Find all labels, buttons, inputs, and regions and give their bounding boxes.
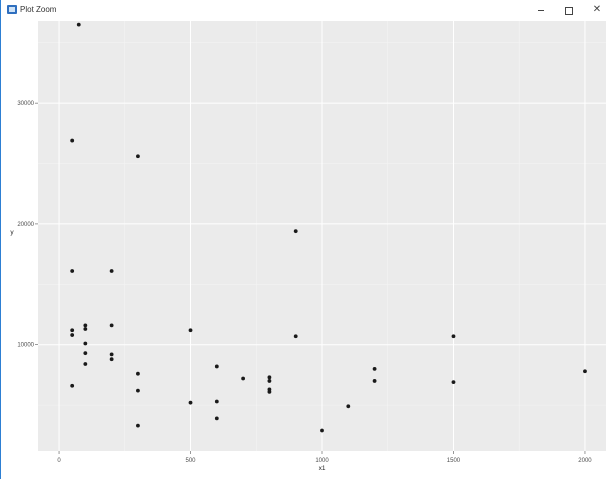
data-point bbox=[267, 389, 272, 394]
title-bar[interactable]: Plot Zoom ✕ bbox=[2, 0, 612, 20]
data-point bbox=[136, 388, 140, 393]
data-point bbox=[214, 399, 219, 404]
minimize-icon bbox=[538, 10, 544, 12]
maximize-icon bbox=[565, 6, 573, 15]
data-point bbox=[241, 376, 246, 381]
y-tick-label: 10000 bbox=[17, 343, 34, 349]
data-point bbox=[83, 362, 88, 366]
data-point bbox=[83, 323, 88, 328]
maximize-button[interactable] bbox=[558, 1, 580, 19]
data-point bbox=[70, 328, 75, 333]
data-point bbox=[293, 229, 298, 234]
data-point bbox=[109, 352, 114, 357]
plot-area: 0 500 1000 1500 2000 10000 20000 30000 x1 y bbox=[1, 20, 612, 479]
y-tick-label: 30000 bbox=[17, 101, 34, 107]
data-point bbox=[136, 154, 140, 159]
data-point bbox=[83, 341, 88, 346]
window-title: Plot Zoom bbox=[20, 5, 57, 14]
data-point bbox=[136, 423, 140, 428]
data-point bbox=[346, 404, 351, 409]
data-point bbox=[83, 351, 88, 356]
x-tick-label: 1500 bbox=[447, 458, 461, 464]
data-point bbox=[70, 138, 75, 143]
data-point bbox=[372, 379, 377, 383]
data-point bbox=[70, 333, 75, 337]
data-point bbox=[70, 383, 75, 388]
data-point bbox=[76, 22, 81, 27]
data-point bbox=[267, 375, 272, 380]
data-point bbox=[136, 371, 140, 376]
data-point bbox=[83, 327, 88, 331]
data-point bbox=[372, 366, 377, 371]
data-point bbox=[109, 269, 114, 273]
data-point bbox=[320, 428, 324, 433]
rstudio-window-icon bbox=[7, 5, 17, 14]
x-tick-label: 1000 bbox=[315, 458, 329, 464]
y-tick-label: 20000 bbox=[17, 222, 34, 228]
x-tick-label: 2000 bbox=[578, 458, 592, 464]
data-point bbox=[109, 323, 114, 328]
data-point bbox=[70, 269, 75, 273]
close-button[interactable]: ✕ bbox=[592, 4, 602, 15]
data-point bbox=[214, 416, 219, 421]
data-point bbox=[293, 334, 298, 339]
minimize-button[interactable] bbox=[530, 1, 552, 19]
data-point bbox=[188, 328, 193, 333]
data-point bbox=[451, 334, 456, 339]
data-point bbox=[583, 369, 587, 374]
data-point bbox=[267, 379, 272, 383]
data-point bbox=[214, 364, 219, 369]
x-tick-label: 0 bbox=[57, 458, 61, 464]
scatter-plot: 0 500 1000 1500 2000 10000 20000 30000 x1 y bbox=[10, 21, 606, 472]
x-axis-title: x1 bbox=[319, 465, 326, 472]
y-axis-title: y bbox=[10, 229, 14, 236]
x-tick-label: 500 bbox=[186, 458, 197, 464]
data-point bbox=[188, 400, 193, 405]
data-point bbox=[451, 380, 456, 385]
data-point bbox=[109, 357, 114, 362]
